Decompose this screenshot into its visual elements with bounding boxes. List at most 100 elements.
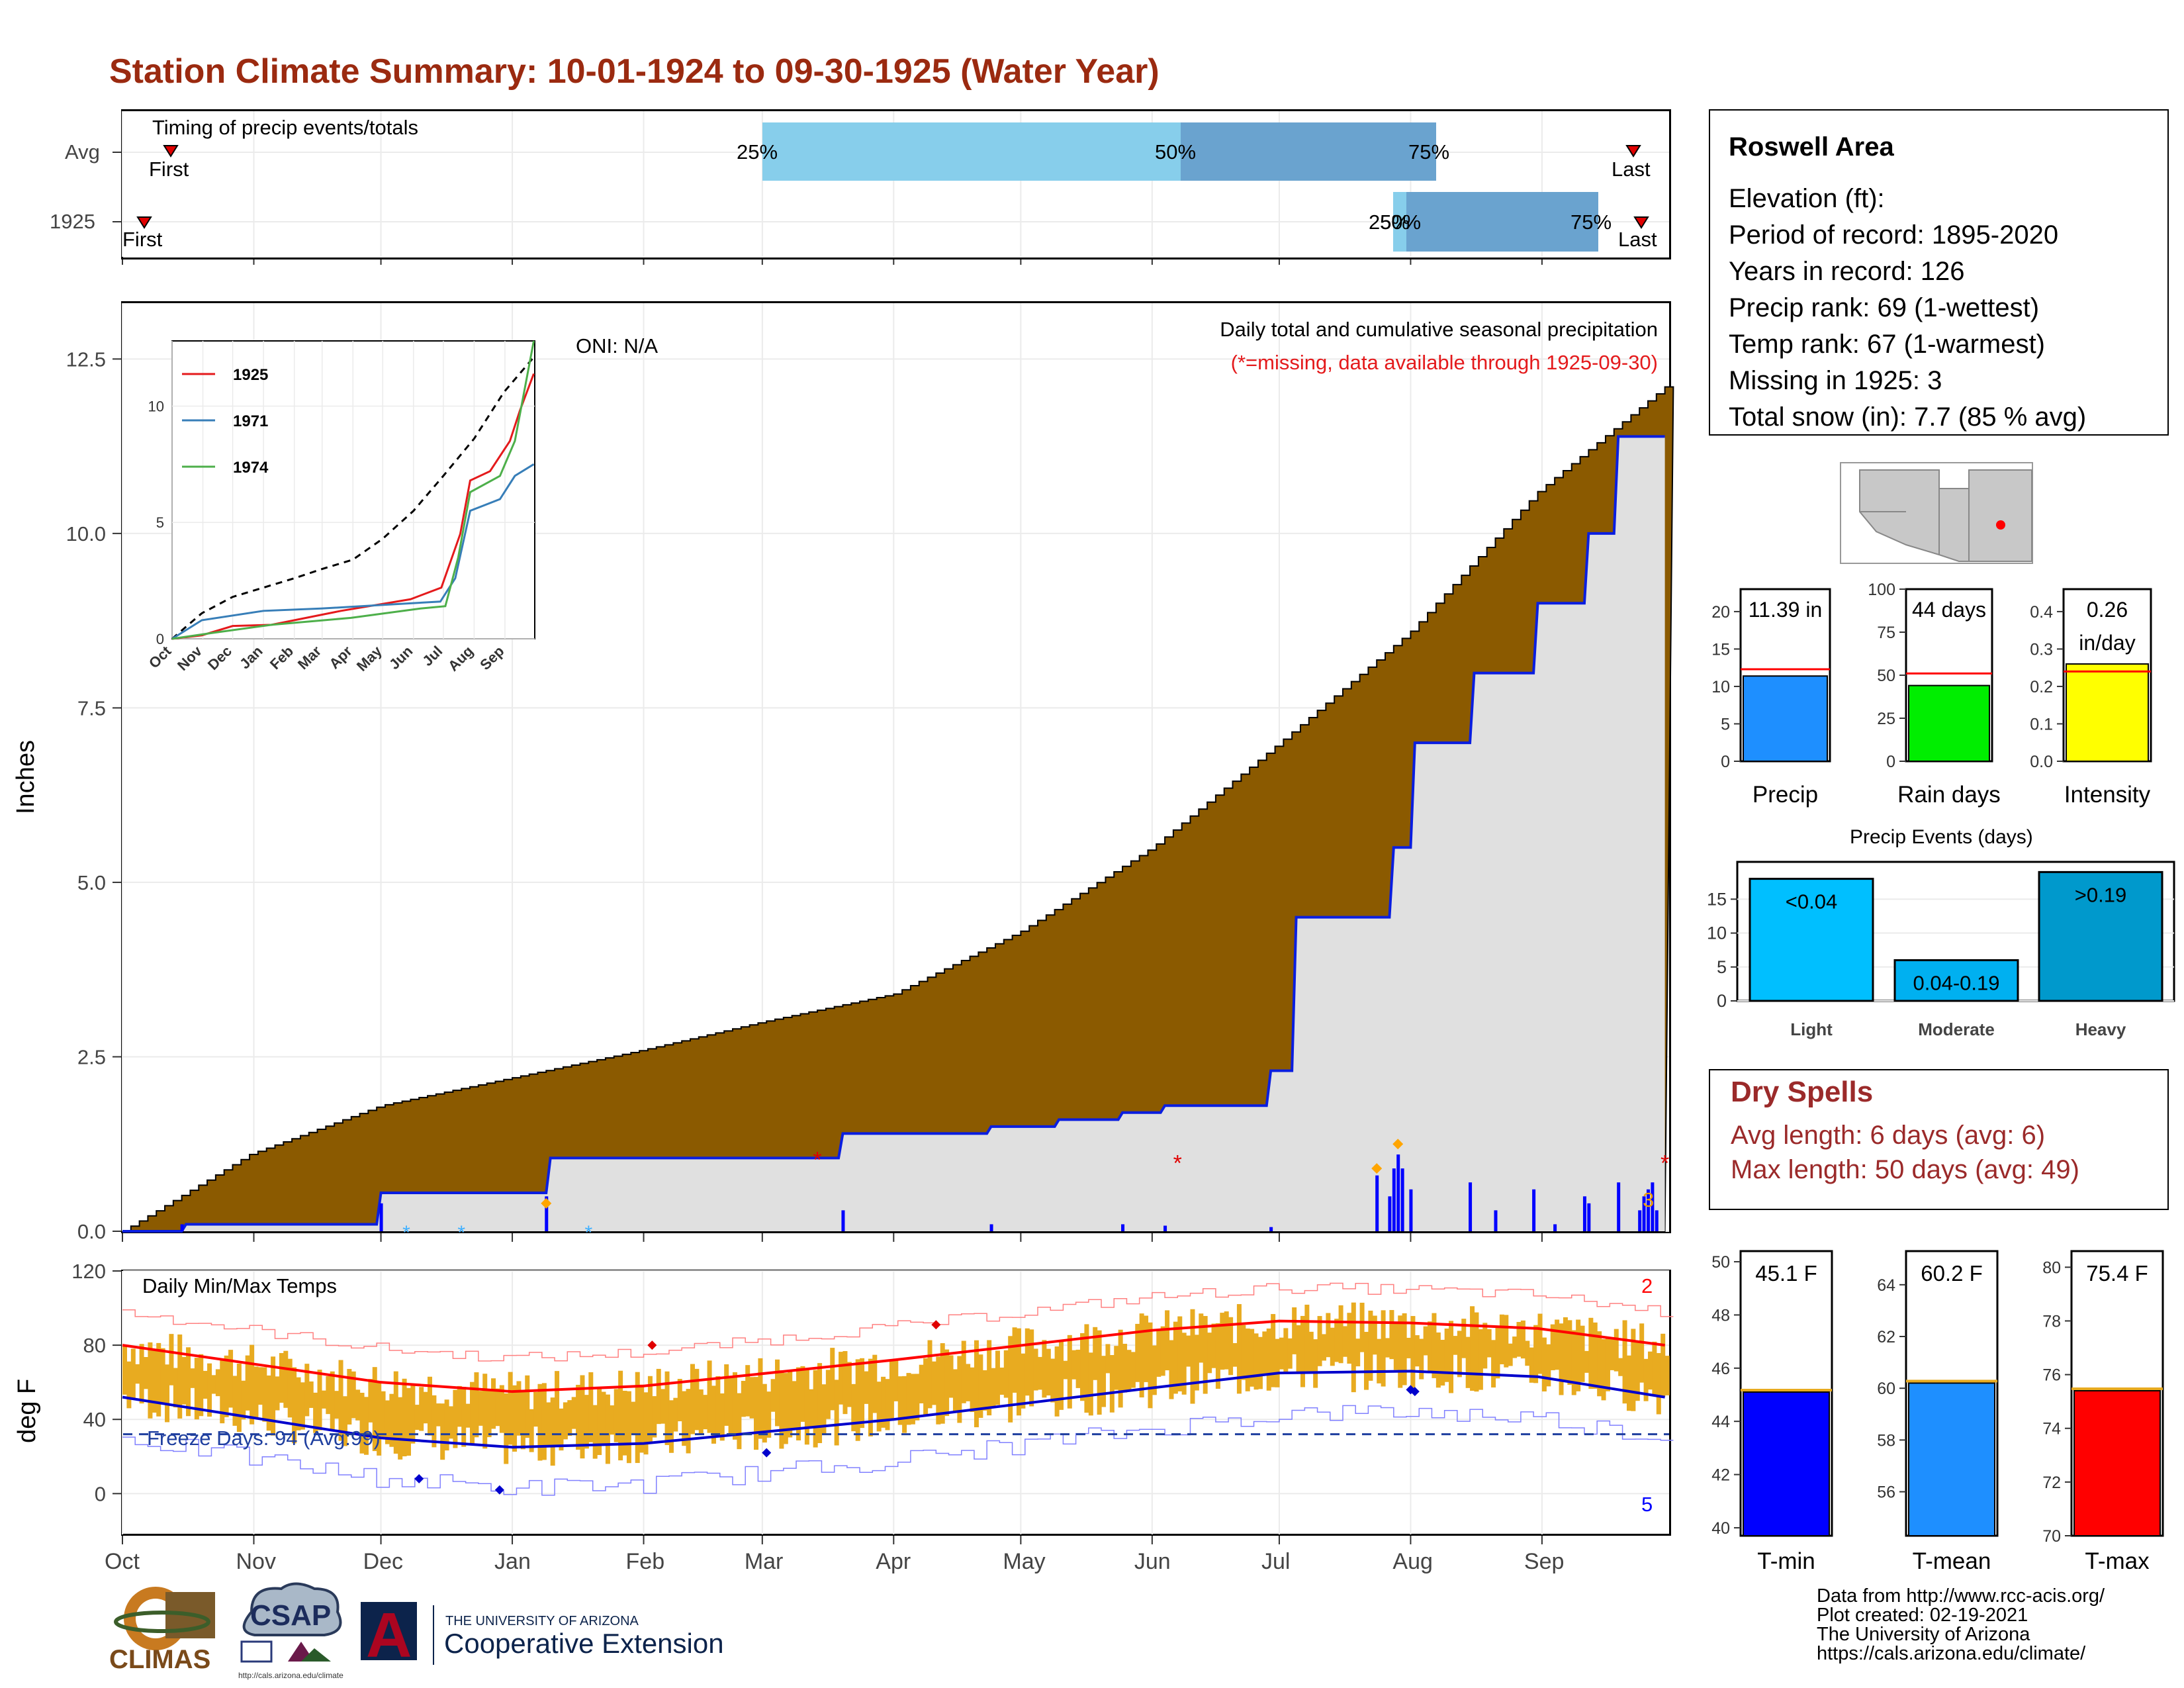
daily-temp-bar — [402, 1378, 407, 1457]
daily-temp-bar — [1300, 1315, 1305, 1387]
year-first-marker — [136, 216, 152, 229]
daily-temp-bar — [1054, 1346, 1060, 1417]
daily-temp-bar — [224, 1355, 229, 1417]
station-info-line: Temp rank: 67 (1-warmest) — [1729, 330, 2045, 359]
year-p25-label: 25% — [1369, 211, 1410, 234]
daily-temp-bar — [1097, 1330, 1102, 1415]
year-timing-bar-early — [1393, 192, 1406, 252]
daily-temp-bar — [779, 1370, 784, 1449]
inset-series-line — [171, 463, 535, 640]
events-bar-value: >0.19 — [2075, 883, 2126, 906]
summary-bar-value: 44 days — [1912, 598, 1986, 622]
record-precip-marker — [1392, 1139, 1404, 1150]
daily-temp-bar — [1664, 1356, 1670, 1395]
daily-temp-bar — [241, 1380, 246, 1420]
daily-temp-bar — [262, 1367, 267, 1422]
daily-temp-bar — [423, 1391, 428, 1424]
missing-data-marker: * — [813, 1147, 821, 1172]
daily-temp-bar — [516, 1381, 522, 1436]
daily-temp-bar — [682, 1391, 687, 1446]
temp-summary-tick-label: 46 — [1711, 1360, 1730, 1378]
daily-temp-bar — [766, 1391, 772, 1438]
summary-bar-value: 0.26 — [2087, 598, 2128, 622]
daily-precip-bar — [1400, 1168, 1404, 1231]
summary-bar-tick-label: 0.3 — [2030, 640, 2053, 659]
record-precip-marker — [1371, 1163, 1383, 1174]
daily-temp-bar — [1122, 1344, 1128, 1393]
daily-temp-bar — [1652, 1341, 1657, 1396]
footer-credit-line: https://cals.arizona.edu/climate/ — [1817, 1643, 2086, 1664]
daily-temp-bar — [1533, 1325, 1539, 1383]
daily-temp-bar — [419, 1387, 424, 1431]
daily-temp-bar — [1529, 1347, 1534, 1383]
daily-temp-bar — [707, 1360, 712, 1433]
daily-temp-bar — [999, 1367, 1005, 1395]
daily-temp-bar — [308, 1381, 314, 1408]
daily-temp-bar — [1245, 1328, 1250, 1391]
daily-temp-bar — [474, 1372, 479, 1438]
temp-summary-tick-label: 56 — [1877, 1483, 1895, 1502]
daily-temp-bar — [351, 1371, 356, 1419]
temp-ytick-label: 80 — [83, 1334, 106, 1357]
daily-temp-bar — [1262, 1331, 1267, 1376]
events-tick-label: 10 — [1707, 923, 1727, 943]
record-low-marker — [414, 1474, 424, 1483]
daily-temp-bar — [987, 1340, 992, 1416]
daily-temp-bar — [1173, 1321, 1178, 1394]
station-info-line: Total snow (in): 7.7 (85 % avg) — [1729, 402, 2087, 432]
daily-temp-bar — [631, 1401, 636, 1435]
daily-temp-bar — [1597, 1331, 1602, 1397]
precip-ytick-label: 5.0 — [77, 871, 106, 894]
daily-temp-bar — [855, 1359, 860, 1441]
temp-summary-tick-label: 42 — [1711, 1466, 1730, 1485]
temp-summary-tick-label: 72 — [2042, 1474, 2061, 1492]
daily-temp-bar — [1067, 1335, 1072, 1409]
daily-temp-bar — [813, 1370, 818, 1448]
daily-temp-bar — [1435, 1332, 1441, 1388]
daily-temp-bar — [559, 1408, 564, 1451]
daily-temp-bar — [144, 1356, 149, 1389]
summary-bar-tick-label: 0.4 — [2030, 603, 2053, 622]
daily-temp-bar — [1203, 1316, 1208, 1394]
daily-precip-bar — [1582, 1196, 1586, 1231]
daily-temp-bar — [1512, 1336, 1518, 1358]
daily-temp-bar — [601, 1391, 606, 1444]
daily-temp-bar — [614, 1389, 619, 1442]
daily-temp-bar — [1093, 1327, 1098, 1380]
daily-temp-bar — [588, 1372, 594, 1442]
daily-temp-bar — [952, 1369, 958, 1413]
daily-temp-bar — [1406, 1337, 1412, 1358]
temp-summary-tick-label: 64 — [1877, 1276, 1895, 1295]
daily-temp-bar — [321, 1390, 326, 1409]
daily-temp-bar — [211, 1375, 216, 1394]
daily-precip-bar — [1587, 1203, 1591, 1231]
precip-ytick-label: 0.0 — [77, 1220, 106, 1243]
daily-temp-bar — [1024, 1328, 1030, 1396]
station-info-line: Period of record: 1895-2020 — [1729, 220, 2059, 250]
precip-heading: Daily total and cumulative seasonal prec… — [1220, 318, 1658, 341]
daily-temp-bar — [1021, 1353, 1026, 1409]
snow-marker: * — [457, 1222, 465, 1244]
daily-temp-bar — [936, 1356, 941, 1425]
max-records-count: 2 — [1641, 1274, 1653, 1297]
daily-temp-bar — [1130, 1352, 1136, 1388]
daily-temp-bar — [995, 1350, 1000, 1405]
daily-temp-bar — [432, 1395, 437, 1448]
daily-temp-bar — [1588, 1317, 1594, 1389]
daily-temp-bar — [1084, 1324, 1089, 1413]
daily-temp-bar — [927, 1340, 933, 1409]
events-bar — [1893, 959, 2019, 1002]
daily-temp-bar — [1546, 1344, 1551, 1387]
daily-temp-bar — [326, 1376, 331, 1415]
daily-precip-bar — [1646, 1189, 1650, 1231]
year-last-label: Last — [1618, 228, 1657, 251]
daily-temp-bar — [1639, 1323, 1645, 1383]
daily-temp-bar — [550, 1397, 555, 1466]
daily-temp-bar — [1389, 1310, 1394, 1360]
daily-temp-bar — [529, 1409, 534, 1452]
daily-temp-bar — [334, 1391, 340, 1419]
daily-temp-bar — [313, 1392, 318, 1433]
daily-temp-bar — [1266, 1328, 1271, 1391]
station-box — [1709, 109, 2169, 436]
daily-temp-bar — [1186, 1335, 1191, 1367]
